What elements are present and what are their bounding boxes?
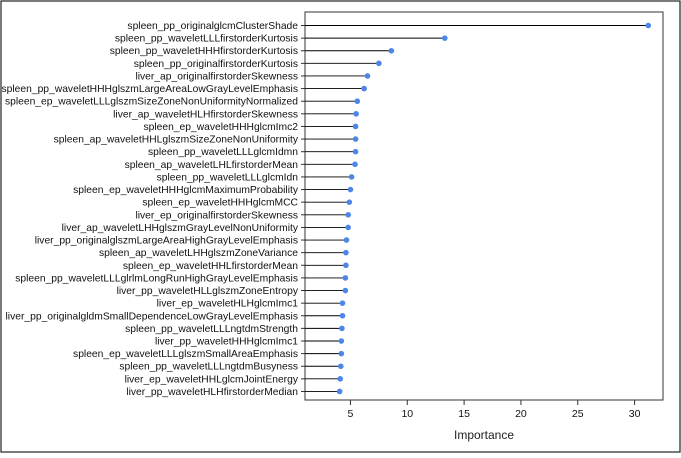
x-tick-label: 30 (629, 408, 641, 420)
x-axis: 5 10 15 20 25 30 (348, 400, 641, 420)
y-tick-label: liver_pp_waveletHHHglcmImc1 (155, 337, 298, 348)
data-point (339, 300, 346, 306)
y-tick-label: spleen_pp_waveletLLLngtdmBusyness (119, 362, 298, 373)
y-tick-label: liver_ep_waveletHHLglcmJointEnergy (125, 374, 299, 385)
y-tick-label: spleen_ap_waveletLHHglszmZoneVariance (99, 248, 298, 259)
y-tick-label: liver_pp_waveletHLLglszmZoneEntropy (117, 286, 299, 297)
y-tick-label: spleen_pp_waveletHHHglszmLargeAreaLowGra… (2, 84, 298, 95)
y-tick-label: liver_ep_waveletHLHglcmImc1 (157, 299, 299, 310)
plot-panel (304, 11, 664, 401)
y-tick-label: spleen_ep_waveletLLLglszmSizeZoneNonUnif… (5, 97, 298, 108)
data-point (364, 73, 371, 79)
y-tick-label: spleen_ep_waveletLLLglszmSmallAreaEmphas… (73, 349, 298, 360)
points-layer (336, 22, 652, 395)
y-tick-label: spleen_ap_waveletLHLfirstorderMean (125, 160, 299, 171)
data-point (338, 363, 344, 370)
x-tick-label: 10 (401, 408, 413, 420)
x-tick-label: 5 (348, 408, 354, 420)
y-tick-label: spleen_pp_waveletLLLglcmIdn (157, 172, 299, 183)
data-point (352, 136, 359, 142)
y-tick-label: spleen_pp_waveletLLLfirstorderKurtosis (115, 34, 298, 45)
data-point (342, 287, 349, 294)
y-tick-label: spleen_pp_waveletHHHfirstorderKurtosis (110, 46, 298, 57)
y-tick-label: spleen_ep_waveletHHHglcmMaximumProbabili… (73, 185, 299, 196)
data-point (361, 85, 367, 92)
data-point (347, 186, 354, 193)
y-tick-label: spleen_pp_originalglcmClusterShade (127, 21, 298, 32)
data-point (339, 312, 346, 319)
data-point (338, 350, 345, 357)
data-point (645, 22, 652, 29)
data-point (352, 148, 359, 155)
category-labels: spleen_pp_originalglcmClusterShadespleen… (2, 21, 305, 398)
data-point (388, 47, 395, 54)
y-tick-label: spleen_pp_waveletLLLglrlmLongRunHighGray… (15, 273, 298, 284)
data-point (343, 249, 349, 256)
data-point (376, 60, 382, 67)
y-tick-label: liver_ap_originalfirstorderSkewness (135, 71, 298, 82)
data-point (342, 275, 349, 281)
data-point (338, 338, 345, 344)
x-tick-label: 25 (572, 408, 584, 420)
data-point (352, 161, 358, 168)
y-tick-label: spleen_ep_waveletHHLfirstorderMean (123, 261, 298, 272)
stems-layer (305, 25, 649, 392)
x-axis-title: Importance (454, 428, 514, 442)
data-point (345, 224, 351, 231)
data-point (336, 388, 343, 395)
y-tick-label: spleen_ep_waveletHHHglcmMCC (142, 198, 298, 209)
y-tick-label: liver_pp_waveletHLHfirstorderMedian (126, 387, 298, 398)
y-tick-label: spleen_pp_originalfirstorderKurtosis (134, 59, 298, 70)
y-tick-label: liver_pp_originalgldmSmallDependenceLowG… (6, 311, 298, 322)
y-tick-label: spleen_pp_waveletLLLngtdmStrength (125, 324, 298, 335)
y-tick-label: liver_ep_originalfirstorderSkewness (135, 210, 298, 221)
data-point (352, 123, 359, 130)
y-tick-label: spleen_ep_waveletHHHglcmImc2 (143, 122, 298, 133)
y-tick-label: liver_pp_originalglszmLargeAreaHighGrayL… (35, 236, 298, 247)
data-point (354, 98, 361, 105)
x-tick-label: 15 (458, 408, 470, 420)
x-tick-label: 20 (515, 408, 527, 420)
data-point (441, 35, 448, 41)
y-tick-label: liver_ap_waveletLHHglszmGrayLevelNonUnif… (62, 223, 299, 234)
data-point (348, 174, 355, 180)
data-point (337, 376, 344, 382)
y-tick-label: spleen_ap_waveletHHLglszmSizeZoneNonUnif… (54, 135, 299, 146)
data-point (346, 199, 353, 205)
data-point (343, 262, 349, 269)
data-point (353, 111, 359, 117)
y-tick-label: liver_ap_waveletHLHfirstorderSkewness (113, 109, 298, 120)
data-point (339, 325, 345, 332)
data-point (345, 212, 351, 218)
data-point (343, 237, 350, 243)
y-tick-label: spleen_pp_waveletLLLglcmIdmn (148, 147, 298, 158)
